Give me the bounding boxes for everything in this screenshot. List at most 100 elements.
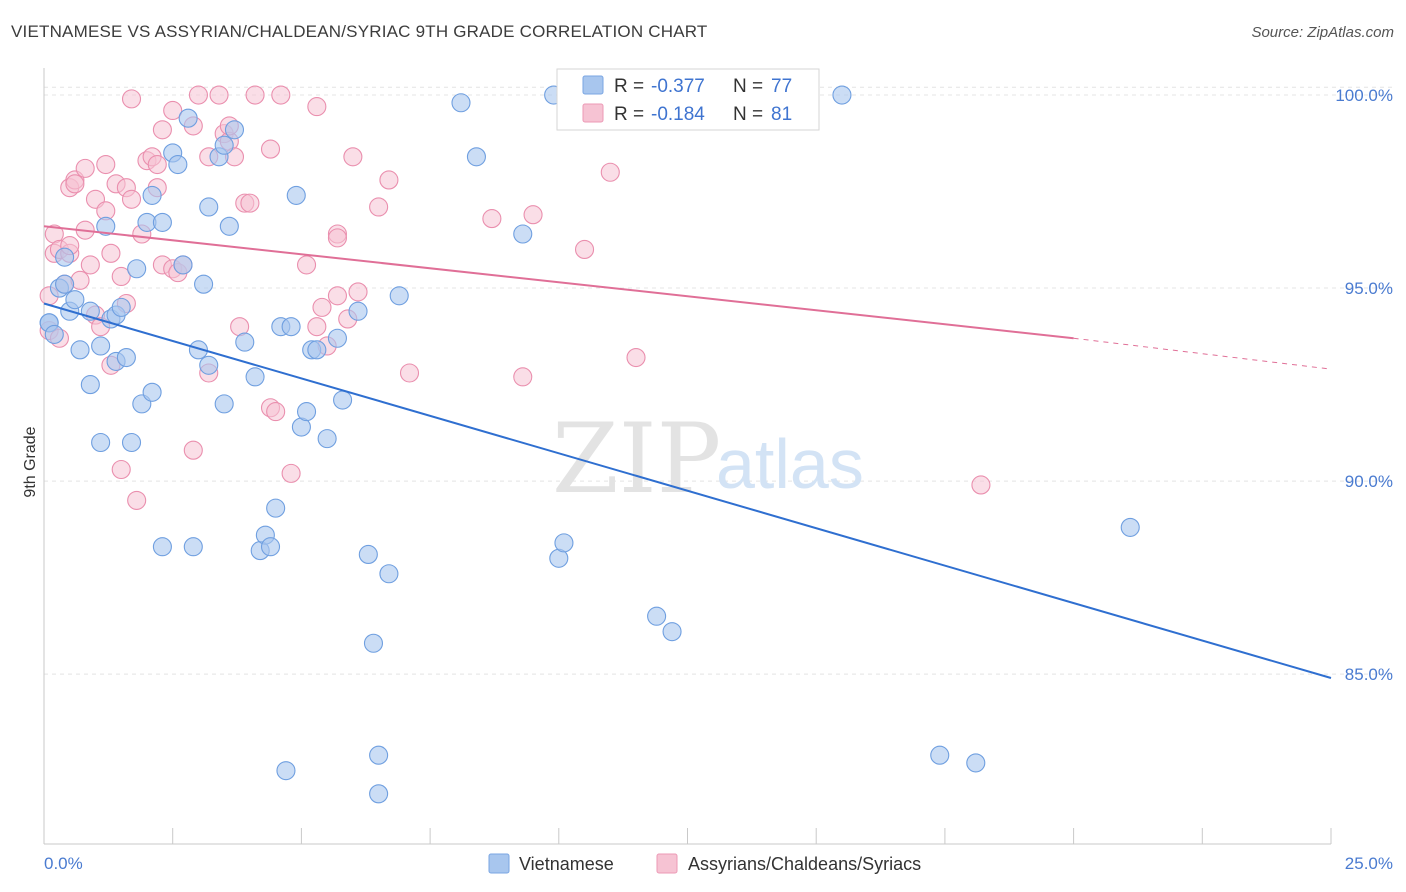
legend-r-value-1: -0.377 (651, 76, 705, 97)
vietnamese-point (127, 259, 147, 279)
legend-n-label-2: N = (733, 104, 763, 125)
assyrian-point (75, 158, 95, 178)
legend-n-value-1: 77 (771, 76, 792, 97)
x-tick-label-start: 0.0% (44, 854, 83, 873)
assyrian-point (96, 154, 116, 175)
assyrian-point (343, 147, 363, 167)
vietnamese-point (307, 340, 327, 360)
assyrian-point (240, 193, 260, 213)
assyrian-trend-extension (1073, 337, 1332, 370)
vietnamese-point (199, 355, 219, 375)
source-label: Source: ZipAtlas.com (1251, 24, 1394, 41)
vietnamese-point (260, 537, 281, 557)
vietnamese-point (168, 154, 188, 175)
vietnamese-point (647, 606, 667, 626)
vietnamese-point (199, 197, 219, 217)
legend-r-label-2: R = (614, 104, 644, 125)
vietnamese-point (55, 247, 75, 267)
y-tick-label: 95.0% (1345, 279, 1393, 298)
y-tick-label: 90.0% (1345, 472, 1393, 491)
series-legend: Vietnamese Assyrians/Chaldeans/Syriacs (488, 853, 921, 874)
vietnamese-point (554, 533, 574, 553)
vietnamese-point (44, 324, 64, 344)
assyrian-point (127, 490, 147, 510)
assyrian-point (307, 97, 327, 117)
vietnamese-point (276, 761, 296, 781)
series-assyrian-points (39, 85, 991, 510)
assyrian-point (327, 286, 347, 306)
y-tick-label: 85.0% (1345, 665, 1393, 684)
vietnamese-point (214, 394, 234, 414)
vietnamese-point (111, 297, 131, 317)
assyrian-point (600, 162, 620, 182)
vietnamese-point (930, 745, 950, 765)
assyrian-point (399, 363, 420, 383)
vietnamese-point (379, 564, 399, 584)
assyrian-point (971, 475, 991, 495)
watermark-atlas: atlas (716, 425, 864, 503)
assyrian-point (523, 205, 543, 225)
assyrian-point (307, 317, 327, 337)
vietnamese-point (219, 216, 239, 236)
vietnamese-trend-line (43, 302, 1332, 679)
vietnamese-point (96, 216, 116, 236)
vietnamese-point (466, 147, 486, 167)
assyrian-point (163, 100, 183, 121)
vietnamese-point (281, 317, 301, 337)
vietnamese-point (286, 185, 306, 205)
assyrian-point (574, 239, 595, 260)
vietnamese-point (80, 375, 100, 395)
assyrian-point (209, 85, 229, 105)
trend-lines (43, 225, 1332, 679)
assyrian-point (65, 174, 85, 194)
bottom-legend-swatch-assyrian (656, 853, 678, 874)
x-tick-marks (43, 828, 1332, 844)
assyrian-point (121, 189, 142, 209)
legend-swatch-assyrian (582, 103, 604, 123)
vietnamese-point (183, 537, 203, 557)
assyrian-point (348, 282, 368, 302)
vietnamese-point (224, 120, 245, 140)
vietnamese-point (327, 328, 347, 348)
vietnamese-point (152, 537, 172, 557)
assyrian-point (281, 463, 301, 483)
correlation-legend: R = -0.377 N = 77 R = -0.184 N = 81 (556, 68, 820, 131)
assyrian-point (271, 85, 291, 105)
legend-r-label-1: R = (614, 76, 644, 97)
assyrian-point (327, 228, 347, 248)
legend-r-value-2: -0.184 (651, 104, 705, 125)
y-tick-labels: 85.0% 90.0% 95.0% 100.0% (1335, 86, 1393, 684)
vietnamese-point (245, 367, 265, 387)
vietnamese-point (369, 745, 389, 765)
chart-title: VIETNAMESE VS ASSYRIAN/CHALDEAN/SYRIAC 9… (11, 22, 708, 41)
assyrian-point (296, 255, 317, 275)
vietnamese-point (363, 633, 384, 653)
vietnamese-point (1120, 517, 1140, 537)
vietnamese-point (152, 212, 172, 232)
assyrian-point (111, 459, 131, 480)
assyrian-point (188, 85, 208, 105)
vietnamese-point (296, 402, 317, 422)
vietnamese-point (369, 784, 389, 804)
assyrian-point (379, 170, 399, 190)
bottom-legend-label-assyrian: Assyrians/Chaldeans/Syriacs (688, 854, 921, 874)
vietnamese-point (317, 429, 337, 449)
x-tick-label-end: 25.0% (1345, 854, 1393, 873)
vietnamese-point (142, 382, 162, 402)
assyrian-point (312, 297, 332, 317)
vietnamese-point (91, 432, 111, 453)
legend-swatch-vietnamese (582, 75, 604, 95)
vietnamese-point (178, 108, 198, 128)
vietnamese-point (266, 498, 286, 518)
vietnamese-point (358, 544, 378, 564)
bottom-legend-swatch-vietnamese (488, 853, 510, 874)
assyrian-point (111, 266, 131, 287)
vietnamese-point (142, 185, 162, 205)
vietnamese-point (966, 753, 986, 773)
assyrian-point (101, 243, 121, 263)
vietnamese-point (70, 340, 90, 360)
assyrian-point (513, 367, 533, 387)
vietnamese-point (235, 332, 255, 352)
assyrian-point (80, 255, 100, 275)
